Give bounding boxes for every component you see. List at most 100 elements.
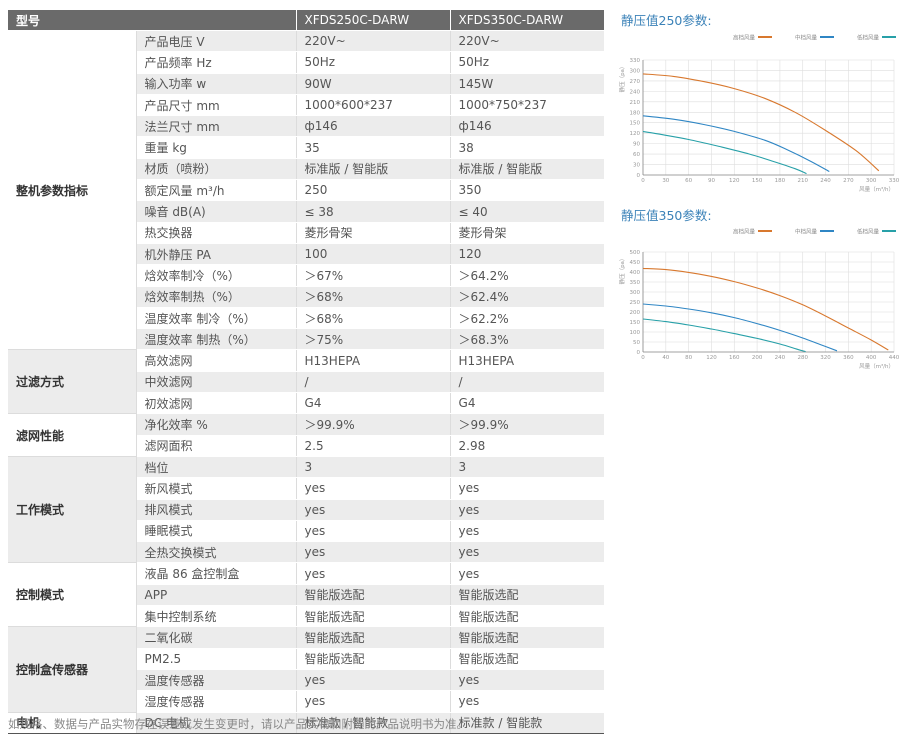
table-row: 法兰尺寸 mm ф146 ф146 bbox=[8, 115, 605, 138]
value-250: 标准版 / 智能版 bbox=[295, 158, 451, 181]
value-350: 标准款 / 智能款 bbox=[449, 712, 605, 734]
group-label: 控制模式 bbox=[8, 562, 137, 628]
y-tick-label: 250 bbox=[630, 300, 641, 306]
x-tick-label: 440 bbox=[889, 355, 900, 361]
x-axis-title: 风量（m³/h） bbox=[859, 363, 894, 370]
legend-label: 中档风量 bbox=[795, 34, 818, 42]
table-row: 产品频率 Hz 50Hz 50Hz bbox=[8, 51, 605, 74]
param-name: 新风模式 bbox=[136, 477, 297, 500]
value-250: yes bbox=[295, 477, 451, 500]
y-axis-title: 静压（pa） bbox=[618, 64, 626, 93]
table-row: 材质（喷粉） 标准版 / 智能版 标准版 / 智能版 bbox=[8, 158, 605, 181]
value-250: G4 bbox=[295, 392, 451, 415]
value-350: 智能版选配 bbox=[449, 648, 605, 670]
x-tick-label: 280 bbox=[797, 355, 808, 361]
value-350: 145W bbox=[449, 73, 605, 95]
header-label: 型号 bbox=[8, 10, 297, 31]
param-name: 额定风量 m³/h bbox=[136, 179, 297, 202]
series-line-mid bbox=[642, 303, 838, 352]
value-350: ≤ 40 bbox=[449, 200, 605, 223]
value-250: H13HEPA bbox=[295, 349, 451, 372]
value-250: 1000*600*237 bbox=[295, 94, 451, 117]
param-name: 法兰尺寸 mm bbox=[136, 115, 297, 138]
param-name: PM2.5 bbox=[136, 648, 297, 670]
table-row: 整机参数指标 产品电压 V 220V~ 220V~ bbox=[8, 30, 605, 351]
param-name: 集中控制系统 bbox=[136, 605, 297, 628]
legend-label: 高档风量 bbox=[733, 34, 756, 42]
x-tick-label: 40 bbox=[662, 355, 669, 361]
group-label: 过滤方式 bbox=[8, 349, 137, 415]
value-250: 标准款 / 智能款 bbox=[295, 712, 451, 734]
value-250: 菱形骨架 bbox=[295, 222, 451, 244]
value-250: 智能版选配 bbox=[295, 626, 451, 649]
y-tick-label: 350 bbox=[630, 280, 641, 286]
value-250: ＞67% bbox=[295, 264, 451, 287]
param-name: 产品频率 Hz bbox=[136, 51, 297, 74]
value-350: yes bbox=[449, 477, 605, 500]
value-350: ф146 bbox=[449, 115, 605, 138]
value-350: 220V~ bbox=[449, 30, 605, 53]
chart-250-title: 静压值250参数: bbox=[621, 13, 712, 28]
value-350: 120 bbox=[449, 243, 605, 266]
param-name: 高效滤网 bbox=[136, 349, 297, 372]
y-tick-label: 270 bbox=[630, 79, 641, 85]
value-350: 350 bbox=[449, 179, 605, 202]
value-350: 2.98 bbox=[449, 435, 605, 457]
table-row: 温度传感器 yes yes bbox=[8, 669, 605, 692]
value-250: / bbox=[295, 371, 451, 394]
y-tick-label: 200 bbox=[630, 310, 641, 316]
value-350: 智能版选配 bbox=[449, 584, 605, 607]
value-350: yes bbox=[449, 690, 605, 713]
param-name: 温度传感器 bbox=[136, 669, 297, 692]
value-350: 3 bbox=[449, 456, 605, 479]
value-250: yes bbox=[295, 562, 451, 585]
table-row: 初效滤网 G4 G4 bbox=[8, 392, 605, 415]
y-tick-label: 120 bbox=[630, 131, 641, 137]
table-row: 中效滤网 / / bbox=[8, 371, 605, 394]
value-250: 智能版选配 bbox=[295, 648, 451, 670]
param-name: 湿度传感器 bbox=[136, 690, 297, 713]
model-250-header: XFDS250C-DARW bbox=[295, 10, 451, 31]
value-350: 标准版 / 智能版 bbox=[449, 158, 605, 181]
table-row: 热交换器 菱形骨架 菱形骨架 bbox=[8, 222, 605, 244]
y-tick-label: 400 bbox=[630, 270, 641, 276]
param-name: 中效滤网 bbox=[136, 371, 297, 394]
x-tick-label: 120 bbox=[729, 178, 740, 184]
x-tick-label: 400 bbox=[866, 355, 877, 361]
value-250: 50Hz bbox=[295, 51, 451, 74]
value-250: ≤ 38 bbox=[295, 200, 451, 223]
table-row: 滤网性能 净化效率 % ＞99.9% ＞99.9% bbox=[8, 413, 605, 457]
x-tick-label: 0 bbox=[641, 178, 645, 184]
table-row: 噪音 dB(A) ≤ 38 ≤ 40 bbox=[8, 200, 605, 223]
param-name: 温度效率 制冷（%） bbox=[136, 307, 297, 330]
y-tick-label: 150 bbox=[630, 121, 641, 127]
param-name: 滤网面积 bbox=[136, 435, 297, 457]
table-row: 控制模式 液晶 86 盒控制盒 yes yes bbox=[8, 562, 605, 628]
y-tick-label: 180 bbox=[630, 110, 641, 116]
param-name: 液晶 86 盒控制盒 bbox=[136, 562, 297, 585]
value-350: ＞68.3% bbox=[449, 328, 605, 351]
value-250: yes bbox=[295, 690, 451, 713]
value-250: yes bbox=[295, 541, 451, 564]
param-name: 二氧化碳 bbox=[136, 626, 297, 649]
value-350: ＞99.9% bbox=[449, 413, 605, 436]
value-350: yes bbox=[449, 541, 605, 564]
value-250: 90W bbox=[295, 73, 451, 95]
y-tick-label: 60 bbox=[633, 152, 640, 158]
table-row: 滤网面积 2.5 2.98 bbox=[8, 435, 605, 457]
group-label: 工作模式 bbox=[8, 456, 137, 564]
value-250: ＞75% bbox=[295, 328, 451, 351]
value-350: ＞64.2% bbox=[449, 264, 605, 287]
y-tick-label: 150 bbox=[630, 320, 641, 326]
group-label: 整机参数指标 bbox=[8, 30, 137, 351]
legend-label: 低档风量 bbox=[857, 228, 880, 236]
table-row: 全热交换模式 yes yes bbox=[8, 541, 605, 564]
y-tick-label: 30 bbox=[633, 163, 640, 169]
param-name: 机外静压 PA bbox=[136, 243, 297, 266]
table-row: 电机 DC 电机 标准款 / 智能款 标准款 / 智能款 bbox=[8, 712, 605, 734]
y-tick-label: 300 bbox=[630, 68, 641, 74]
y-axis-title: 静压（pa） bbox=[618, 256, 626, 285]
value-250: yes bbox=[295, 520, 451, 543]
y-tick-label: 240 bbox=[630, 89, 641, 95]
